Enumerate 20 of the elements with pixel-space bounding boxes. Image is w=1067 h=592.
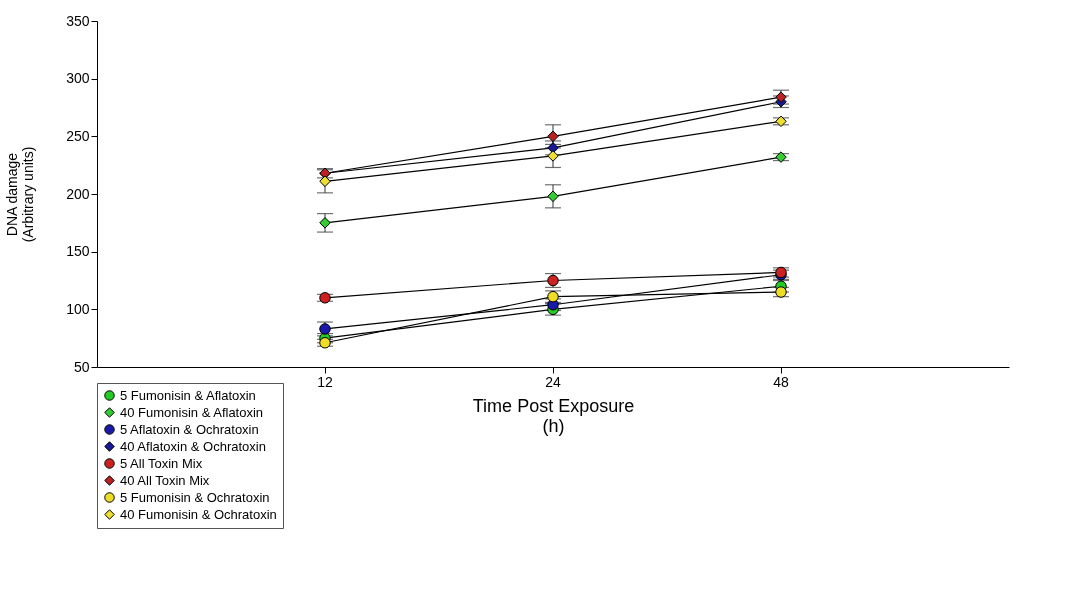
legend-label: 5 Aflatoxin & Ochratoxin xyxy=(120,421,259,437)
legend-label: 40 All Toxin Mix xyxy=(120,472,210,488)
x-tick-label: 24 xyxy=(545,373,561,390)
y-tick-label: 350 xyxy=(66,12,90,29)
y-tick-label: 100 xyxy=(66,300,90,317)
legend-label: 5 Fumonisin & Aflatoxin xyxy=(120,387,256,403)
legend-label: 5 All Toxin Mix xyxy=(120,455,203,471)
legend-label: 40 Aflatoxin & Ochratoxin xyxy=(120,438,266,454)
x-tick-label: 48 xyxy=(773,373,789,390)
legend-label: 40 Fumonisin & Aflatoxin xyxy=(120,404,264,420)
y-tick-label: 300 xyxy=(66,70,90,87)
y-tick-label: 200 xyxy=(66,185,90,202)
x-tick-label: 12 xyxy=(317,373,333,390)
y-tick-label: 150 xyxy=(66,243,90,260)
legend-label: 40 Fumonisin & Ochratoxin xyxy=(120,506,277,522)
x-axis-title: Time Post Exposure (h) xyxy=(472,395,635,436)
legend-label: 5 Fumonisin & Ochratoxin xyxy=(120,489,270,505)
y-tick-label: 250 xyxy=(66,127,90,144)
y-axis-title: DNA damage (Arbitrary units) xyxy=(4,146,37,243)
y-tick-label: 50 xyxy=(73,358,90,375)
